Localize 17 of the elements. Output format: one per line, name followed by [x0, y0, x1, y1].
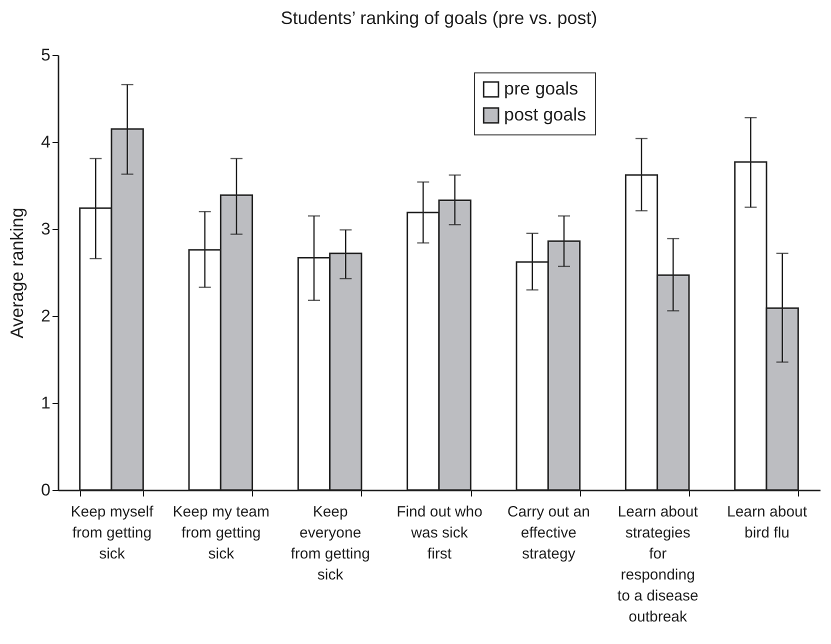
x-tick-label: Find out who was sick first: [396, 504, 482, 562]
x-tick-label: Learn about strategies for responding to a disease outbreak: [617, 504, 699, 626]
y-tick-label: 4: [41, 132, 50, 152]
chart-title: Students’ ranking of goals (pre vs. post): [280, 8, 598, 28]
y-axis-title: Average ranking: [7, 208, 28, 338]
x-tick-label: Keep myself from getting sick: [70, 504, 154, 562]
y-tick-label: 1: [41, 394, 50, 412]
y-tick-label: 5: [41, 46, 50, 64]
y-tick-label: 0: [41, 480, 50, 500]
y-tick-label: 3: [41, 220, 50, 238]
x-tick-label: Keep everyone from getting sick: [290, 504, 370, 584]
legend-label: post goals: [504, 104, 586, 124]
legend-label: pre goals: [504, 78, 578, 98]
y-tick-label: 2: [41, 306, 50, 326]
x-tick-label: Learn about bird flu: [726, 504, 808, 542]
x-tick-label: Carry out an effective strategy: [507, 504, 590, 562]
x-tick-label: Keep my team from getting sick: [172, 504, 270, 562]
